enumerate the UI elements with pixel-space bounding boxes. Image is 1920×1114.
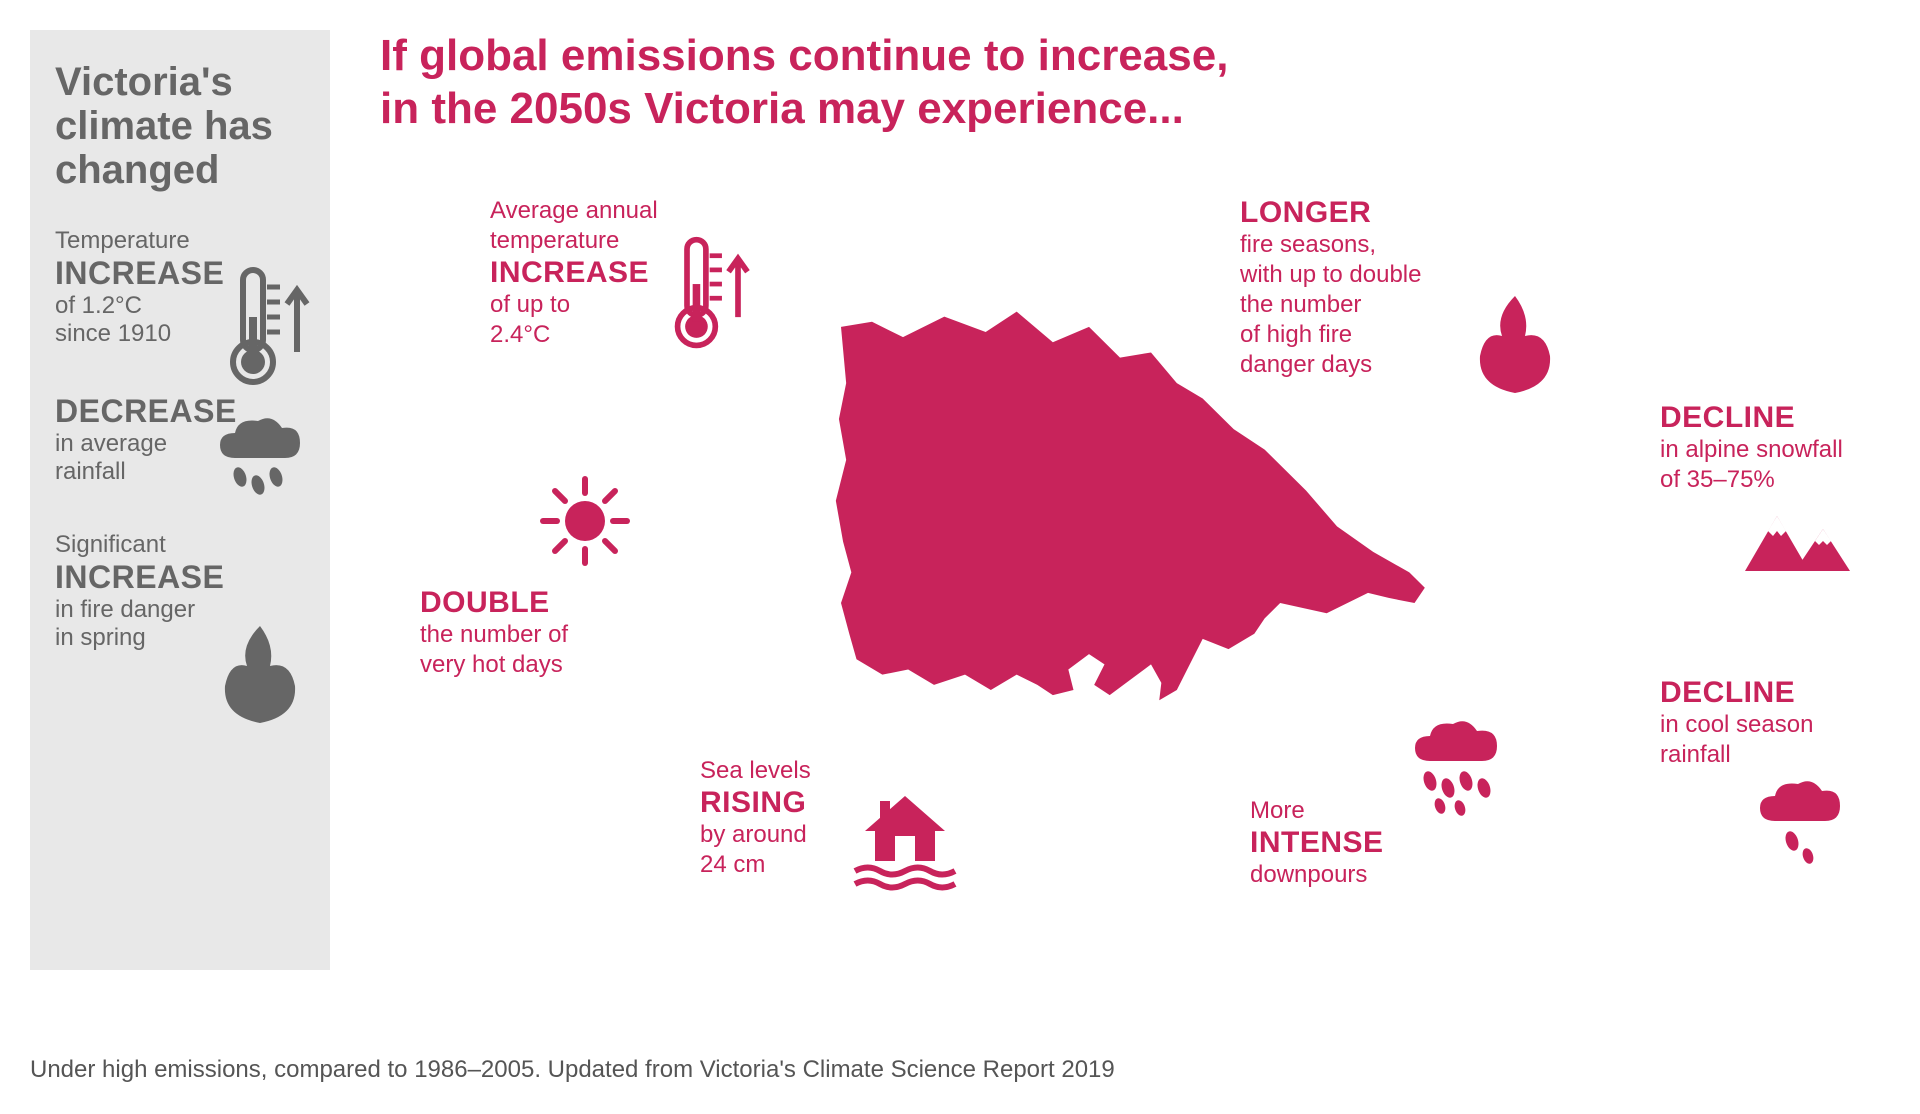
temp-line4: 2.4°C (490, 320, 658, 350)
rainfall-line2: rainfall (1660, 740, 1813, 770)
sidebar-title: Victoria's climate has changed (55, 60, 305, 192)
callout-rainfall: DECLINE in cool season rainfall (1660, 676, 1813, 770)
rain-heavy-icon (1405, 716, 1510, 821)
main-title: If global emissions continue to increase… (380, 30, 1890, 136)
map-area: Average annual temperature INCREASE of u… (380, 156, 1890, 976)
sidebar-item-fire: Significant INCREASE in fire danger in s… (55, 531, 305, 652)
sea-line1: Sea levels (700, 756, 811, 786)
callout-snowfall: DECLINE in alpine snowfall of 35–75% (1660, 401, 1843, 495)
sidebar-item-rainfall: DECREASE in average rainfall (55, 393, 305, 486)
temp-bold: INCREASE (490, 256, 658, 290)
down-line1: More (1250, 796, 1384, 826)
thermometer-up-icon (225, 262, 315, 392)
callout-sealevel: Sea levels RISING by around 24 cm (700, 756, 811, 880)
mountains-icon (1735, 501, 1855, 581)
callout-hotdays: DOUBLE the number of very hot days (420, 586, 568, 680)
flame-icon (215, 621, 305, 731)
down-line2: downpours (1250, 860, 1384, 890)
sidebar-fire-pre: Significant (55, 531, 305, 559)
sidebar-item-temperature: Temperature INCREASE of 1.2°C since 1910 (55, 227, 305, 348)
hot-line2: very hot days (420, 650, 568, 680)
sidebar-panel: Victoria's climate has changed Temperatu… (30, 30, 330, 970)
fire-line4: of high fire (1240, 320, 1421, 350)
callout-fire: LONGER fire seasons, with up to double t… (1240, 196, 1421, 380)
callout-temperature: Average annual temperature INCREASE of u… (490, 196, 658, 350)
fire-line3: the number (1240, 290, 1421, 320)
hot-bold: DOUBLE (420, 586, 568, 620)
fire-line2: with up to double (1240, 260, 1421, 290)
temp-line2: temperature (490, 226, 658, 256)
main-title-line2: in the 2050s Victoria may experience... (380, 83, 1890, 136)
rainfall-bold: DECLINE (1660, 676, 1813, 710)
house-flood-icon (850, 786, 960, 896)
callout-downpours: More INTENSE downpours (1250, 796, 1384, 890)
footnote: Under high emissions, compared to 1986–2… (30, 1056, 1115, 1084)
temp-line1: Average annual (490, 196, 658, 226)
hot-line1: the number of (420, 620, 568, 650)
down-bold: INTENSE (1250, 826, 1384, 860)
rain-cloud-icon (210, 413, 310, 513)
flame-icon (1470, 291, 1560, 401)
sea-line3: 24 cm (700, 850, 811, 880)
snow-line1: in alpine snowfall (1660, 435, 1843, 465)
fire-line1: fire seasons, (1240, 230, 1421, 260)
temp-line3: of up to (490, 290, 658, 320)
rainfall-line1: in cool season (1660, 710, 1813, 740)
sea-bold: RISING (700, 786, 811, 820)
sidebar-fire-bold: INCREASE (55, 559, 305, 596)
fire-bold: LONGER (1240, 196, 1421, 230)
sun-icon (535, 471, 635, 571)
main-panel: If global emissions continue to increase… (380, 30, 1890, 970)
sidebar-fire-post1: in fire danger (55, 596, 305, 624)
rain-lite-icon (1750, 776, 1850, 871)
fire-line5: danger days (1240, 350, 1421, 380)
snow-line2: of 35–75% (1660, 465, 1843, 495)
main-title-line1: If global emissions continue to increase… (380, 30, 1890, 83)
sidebar-temp-pre: Temperature (55, 227, 305, 255)
snow-bold: DECLINE (1660, 401, 1843, 435)
sea-line2: by around (700, 820, 811, 850)
thermometer-up-icon (670, 231, 755, 356)
